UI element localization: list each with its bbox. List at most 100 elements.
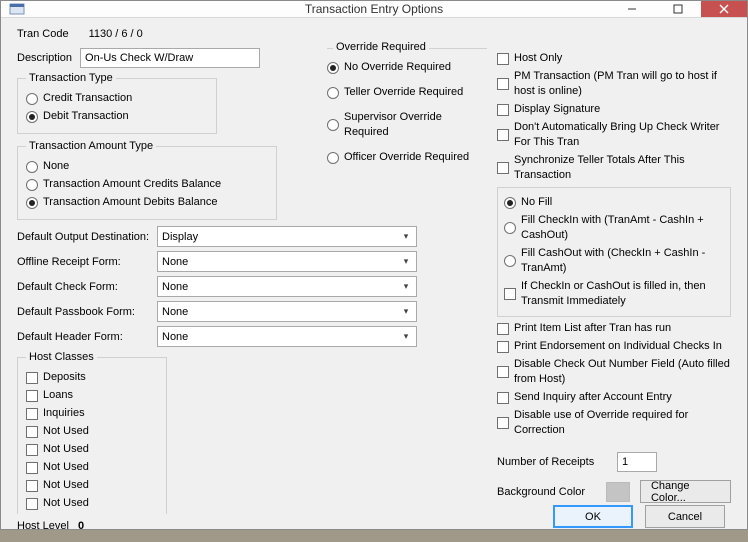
transaction-type-legend: Transaction Type — [26, 72, 116, 84]
tran-code-label: Tran Code — [17, 28, 69, 40]
host-class-item[interactable]: Loans — [26, 388, 158, 403]
amount-type-group: Transaction Amount Type None Transaction… — [17, 140, 277, 220]
receipt-label: Offline Receipt Form: — [17, 256, 157, 268]
radio-icon — [327, 62, 339, 74]
check-disable-checkout-num[interactable]: Disable Check Out Number Field (Auto fil… — [497, 357, 731, 387]
radio-icon — [504, 197, 516, 209]
passbook-select[interactable]: None▾ — [157, 301, 417, 322]
radio-credit-transaction[interactable]: Credit Transaction — [26, 91, 208, 106]
check-display-signature[interactable]: Display Signature — [497, 102, 731, 117]
check-print-item-list[interactable]: Print Item List after Tran has run — [497, 321, 731, 336]
check-print-endorsement[interactable]: Print Endorsement on Individual Checks I… — [497, 339, 731, 354]
host-class-item[interactable]: Inquiries — [26, 406, 158, 421]
check-sync-teller-totals[interactable]: Synchronize Teller Totals After This Tra… — [497, 153, 731, 183]
radio-icon — [26, 197, 38, 209]
checkbox-icon — [497, 53, 509, 65]
check-select[interactable]: None▾ — [157, 276, 417, 297]
checkbox-icon — [497, 341, 509, 353]
checkbox-icon — [26, 408, 38, 420]
radio-icon — [26, 111, 38, 123]
checkbox-icon — [26, 498, 38, 510]
check-pm-transaction[interactable]: PM Transaction (PM Tran will go to host … — [497, 69, 731, 99]
checkbox-icon — [497, 366, 509, 378]
bgcolor-label: Background Color — [497, 486, 596, 498]
passbook-label: Default Passbook Form: — [17, 306, 157, 318]
checkbox-icon — [26, 390, 38, 402]
host-class-item[interactable]: Deposits — [26, 370, 158, 385]
host-class-item[interactable]: Not Used — [26, 442, 158, 457]
receipts-input[interactable] — [617, 452, 657, 472]
host-classes-legend: Host Classes — [26, 351, 97, 363]
radio-debit-transaction[interactable]: Debit Transaction — [26, 109, 208, 124]
host-class-item[interactable]: Not Used — [26, 424, 158, 439]
checkbox-icon — [497, 392, 509, 404]
radio-amount-none[interactable]: None — [26, 159, 268, 174]
chevron-down-icon: ▾ — [398, 229, 414, 244]
radio-fill-checkin[interactable]: Fill CheckIn with (TranAmt - CashIn + Ca… — [504, 213, 724, 243]
checkbox-icon — [497, 129, 509, 141]
radio-icon — [26, 93, 38, 105]
radio-teller-override[interactable]: Teller Override Required — [327, 85, 479, 100]
host-classes-group: Host Classes Deposits Loans Inquiries No… — [17, 351, 167, 514]
radio-fill-cashout[interactable]: Fill CashOut with (CheckIn + CashIn - Tr… — [504, 246, 724, 276]
radio-supervisor-override[interactable]: Supervisor Override Required — [327, 110, 479, 140]
check-send-inquiry[interactable]: Send Inquiry after Account Entry — [497, 390, 731, 405]
header-label: Default Header Form: — [17, 331, 157, 343]
output-label: Default Output Destination: — [17, 231, 157, 243]
amount-type-legend: Transaction Amount Type — [26, 140, 156, 152]
bgcolor-swatch — [606, 482, 630, 502]
close-button[interactable] — [701, 1, 747, 17]
host-level-label: Host Level — [17, 520, 69, 532]
description-label: Description — [17, 52, 72, 64]
radio-amount-credits[interactable]: Transaction Amount Credits Balance — [26, 177, 268, 192]
host-level-value: 0 — [78, 520, 84, 532]
checkbox-icon — [497, 78, 509, 90]
header-select[interactable]: None▾ — [157, 326, 417, 347]
app-icon — [9, 1, 25, 17]
checkbox-icon — [497, 104, 509, 116]
checkbox-icon — [497, 162, 509, 174]
output-select[interactable]: Display▾ — [157, 226, 417, 247]
checkbox-icon — [26, 426, 38, 438]
checkbox-icon — [497, 417, 509, 429]
override-required-group: Override Required No Override Required T… — [327, 48, 487, 174]
radio-icon — [26, 161, 38, 173]
check-host-only[interactable]: Host Only — [497, 51, 731, 66]
checkbox-icon — [26, 444, 38, 456]
radio-no-override[interactable]: No Override Required — [327, 60, 479, 75]
receipt-select[interactable]: None▾ — [157, 251, 417, 272]
tran-code-value: 1130 / 6 / 0 — [89, 28, 143, 40]
checkbox-icon — [497, 323, 509, 335]
check-no-check-writer[interactable]: Don't Automatically Bring Up Check Write… — [497, 120, 731, 150]
cancel-button[interactable]: Cancel — [645, 505, 725, 528]
radio-officer-override[interactable]: Officer Override Required — [327, 150, 479, 165]
maximize-button[interactable] — [655, 1, 701, 17]
minimize-button[interactable] — [609, 1, 655, 17]
chevron-down-icon: ▾ — [398, 279, 414, 294]
radio-no-fill[interactable]: No Fill — [504, 195, 724, 210]
radio-icon — [504, 255, 516, 267]
check-disable-override-correction[interactable]: Disable use of Override required for Cor… — [497, 408, 731, 438]
radio-icon — [327, 119, 339, 131]
description-input[interactable] — [80, 48, 260, 68]
radio-icon — [504, 222, 516, 234]
titlebar: Transaction Entry Options — [1, 1, 747, 18]
receipts-label: Number of Receipts — [497, 456, 607, 468]
radio-icon — [327, 152, 339, 164]
transaction-type-group: Transaction Type Credit Transaction Debi… — [17, 72, 217, 134]
checkbox-icon — [504, 288, 516, 300]
radio-icon — [327, 87, 339, 99]
host-class-item[interactable]: Not Used — [26, 496, 158, 511]
change-color-button[interactable]: Change Color... — [640, 480, 731, 503]
ok-button[interactable]: OK — [553, 505, 633, 528]
host-class-item[interactable]: Not Used — [26, 460, 158, 475]
checkbox-icon — [26, 462, 38, 474]
host-level-row: Host Level 0 — [17, 520, 317, 532]
radio-icon — [26, 179, 38, 191]
chevron-down-icon: ▾ — [398, 329, 414, 344]
host-class-item[interactable]: Not Used — [26, 478, 158, 493]
check-transmit-immediately[interactable]: If CheckIn or CashOut is filled in, then… — [504, 279, 724, 309]
check-label: Default Check Form: — [17, 281, 157, 293]
radio-amount-debits[interactable]: Transaction Amount Debits Balance — [26, 195, 268, 210]
chevron-down-icon: ▾ — [398, 254, 414, 269]
